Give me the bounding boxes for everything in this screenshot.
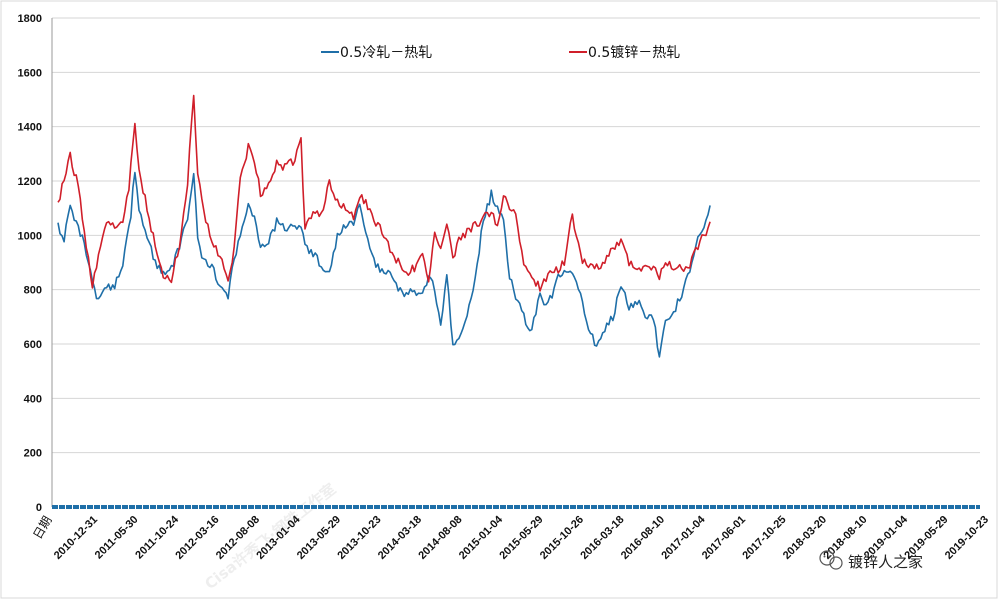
legend-label-series-1: 0.5冷轧－热轧 — [340, 45, 432, 61]
watermark-badge: 镀锌人之家 — [819, 550, 923, 571]
series-layer — [57, 94, 711, 358]
watermark-badge-text: 镀锌人之家 — [848, 553, 923, 571]
gridlines — [52, 17, 980, 454]
y-axis: 0 200 400 600 800 1000 1200 1400 1600 1800 — [18, 13, 53, 514]
y-tick-label: 800 — [24, 285, 42, 297]
y-tick-label: 1800 — [18, 13, 42, 25]
wechat-icon — [819, 550, 843, 570]
legend: 0.5冷轧－热轧 0.5镀锌－热轧 — [321, 44, 680, 61]
y-tick-label: 200 — [24, 448, 42, 460]
series-line-1 — [57, 171, 711, 358]
series-line-2 — [57, 94, 711, 292]
y-tick-label: 1400 — [18, 122, 42, 134]
y-tick-label: 1600 — [18, 67, 42, 79]
y-tick-label: 1200 — [18, 176, 42, 188]
y-tick-label: 600 — [24, 339, 42, 351]
legend-label-series-2: 0.5镀锌－热轧 — [588, 44, 680, 61]
y-tick-label: 400 — [24, 393, 42, 405]
y-tick-label: 1000 — [18, 230, 42, 242]
y-tick-label: 0 — [36, 502, 42, 514]
